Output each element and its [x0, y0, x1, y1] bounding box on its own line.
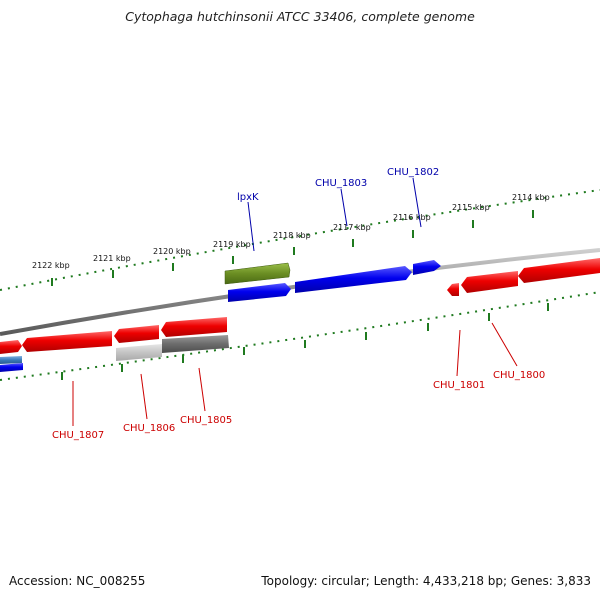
reverse-gene-arrow[interactable] — [0, 340, 22, 354]
reverse-gene-arrow[interactable] — [518, 258, 600, 283]
rna-feature[interactable] — [224, 262, 291, 285]
tick-label: 2117 kbp — [333, 223, 371, 232]
scale-tick-labels: 2122 kbp 2121 kbp 2120 kbp 2119 kbp 2118… — [32, 193, 550, 270]
reverse-gene-arrow[interactable] — [22, 331, 112, 352]
reverse-gene-arrow[interactable] — [461, 271, 518, 293]
tick-label: 2121 kbp — [93, 254, 131, 263]
tick-label: 2114 kbp — [512, 193, 550, 202]
tick-label: 2118 kbp — [273, 231, 311, 240]
gene-label-chu-1806[interactable]: CHU_1806 — [123, 423, 175, 434]
forward-gene-arrow[interactable] — [295, 266, 412, 293]
gene-label-lpxk[interactable]: lpxK — [237, 192, 259, 203]
gene-labels: lpxK CHU_1803 CHU_1802 CHU_1807 CHU_1806… — [52, 167, 545, 441]
outer-scale-arc — [0, 189, 600, 291]
pseudogene-feature[interactable] — [162, 335, 229, 353]
pseudogene-feature[interactable] — [116, 344, 162, 361]
inner-major-ticks — [61, 303, 549, 380]
tick-label: 2122 kbp — [32, 261, 70, 270]
gene-label-chu-1805[interactable]: CHU_1805 — [180, 415, 232, 426]
small-feature[interactable] — [0, 356, 22, 364]
forward-gene-arrow[interactable] — [413, 260, 441, 275]
inner-scale-arc — [0, 291, 600, 381]
tick-label: 2120 kbp — [153, 247, 191, 256]
map-title: Cytophaga hutchinsonii ATCC 33406, compl… — [125, 9, 475, 24]
label-leaders — [72, 177, 518, 426]
gene-label-chu-1800[interactable]: CHU_1800 — [493, 370, 545, 381]
gene-label-chu-1801[interactable]: CHU_1801 — [433, 380, 485, 391]
gene-label-chu-1807[interactable]: CHU_1807 — [52, 430, 104, 441]
forward-gene-arrow[interactable] — [0, 363, 23, 372]
reverse-gene-arrow[interactable] — [114, 325, 159, 343]
forward-gene-arrow[interactable] — [228, 283, 291, 302]
reverse-strand-features — [0, 258, 600, 372]
reverse-gene-arrow[interactable] — [447, 283, 459, 296]
gene-label-chu-1803[interactable]: CHU_1803 — [315, 178, 367, 189]
tick-label: 2115 kbp — [452, 203, 490, 212]
accession-text: Accession: NC_008255 — [9, 574, 146, 588]
gene-label-chu-1802[interactable]: CHU_1802 — [387, 167, 439, 178]
genome-summary-text: Topology: circular; Length: 4,433,218 bp… — [261, 574, 591, 588]
outer-major-ticks — [51, 210, 534, 286]
forward-strand-features — [224, 260, 441, 302]
tick-label: 2116 kbp — [393, 213, 431, 222]
reverse-gene-arrow[interactable] — [161, 317, 227, 337]
tick-label: 2119 kbp — [213, 240, 251, 249]
